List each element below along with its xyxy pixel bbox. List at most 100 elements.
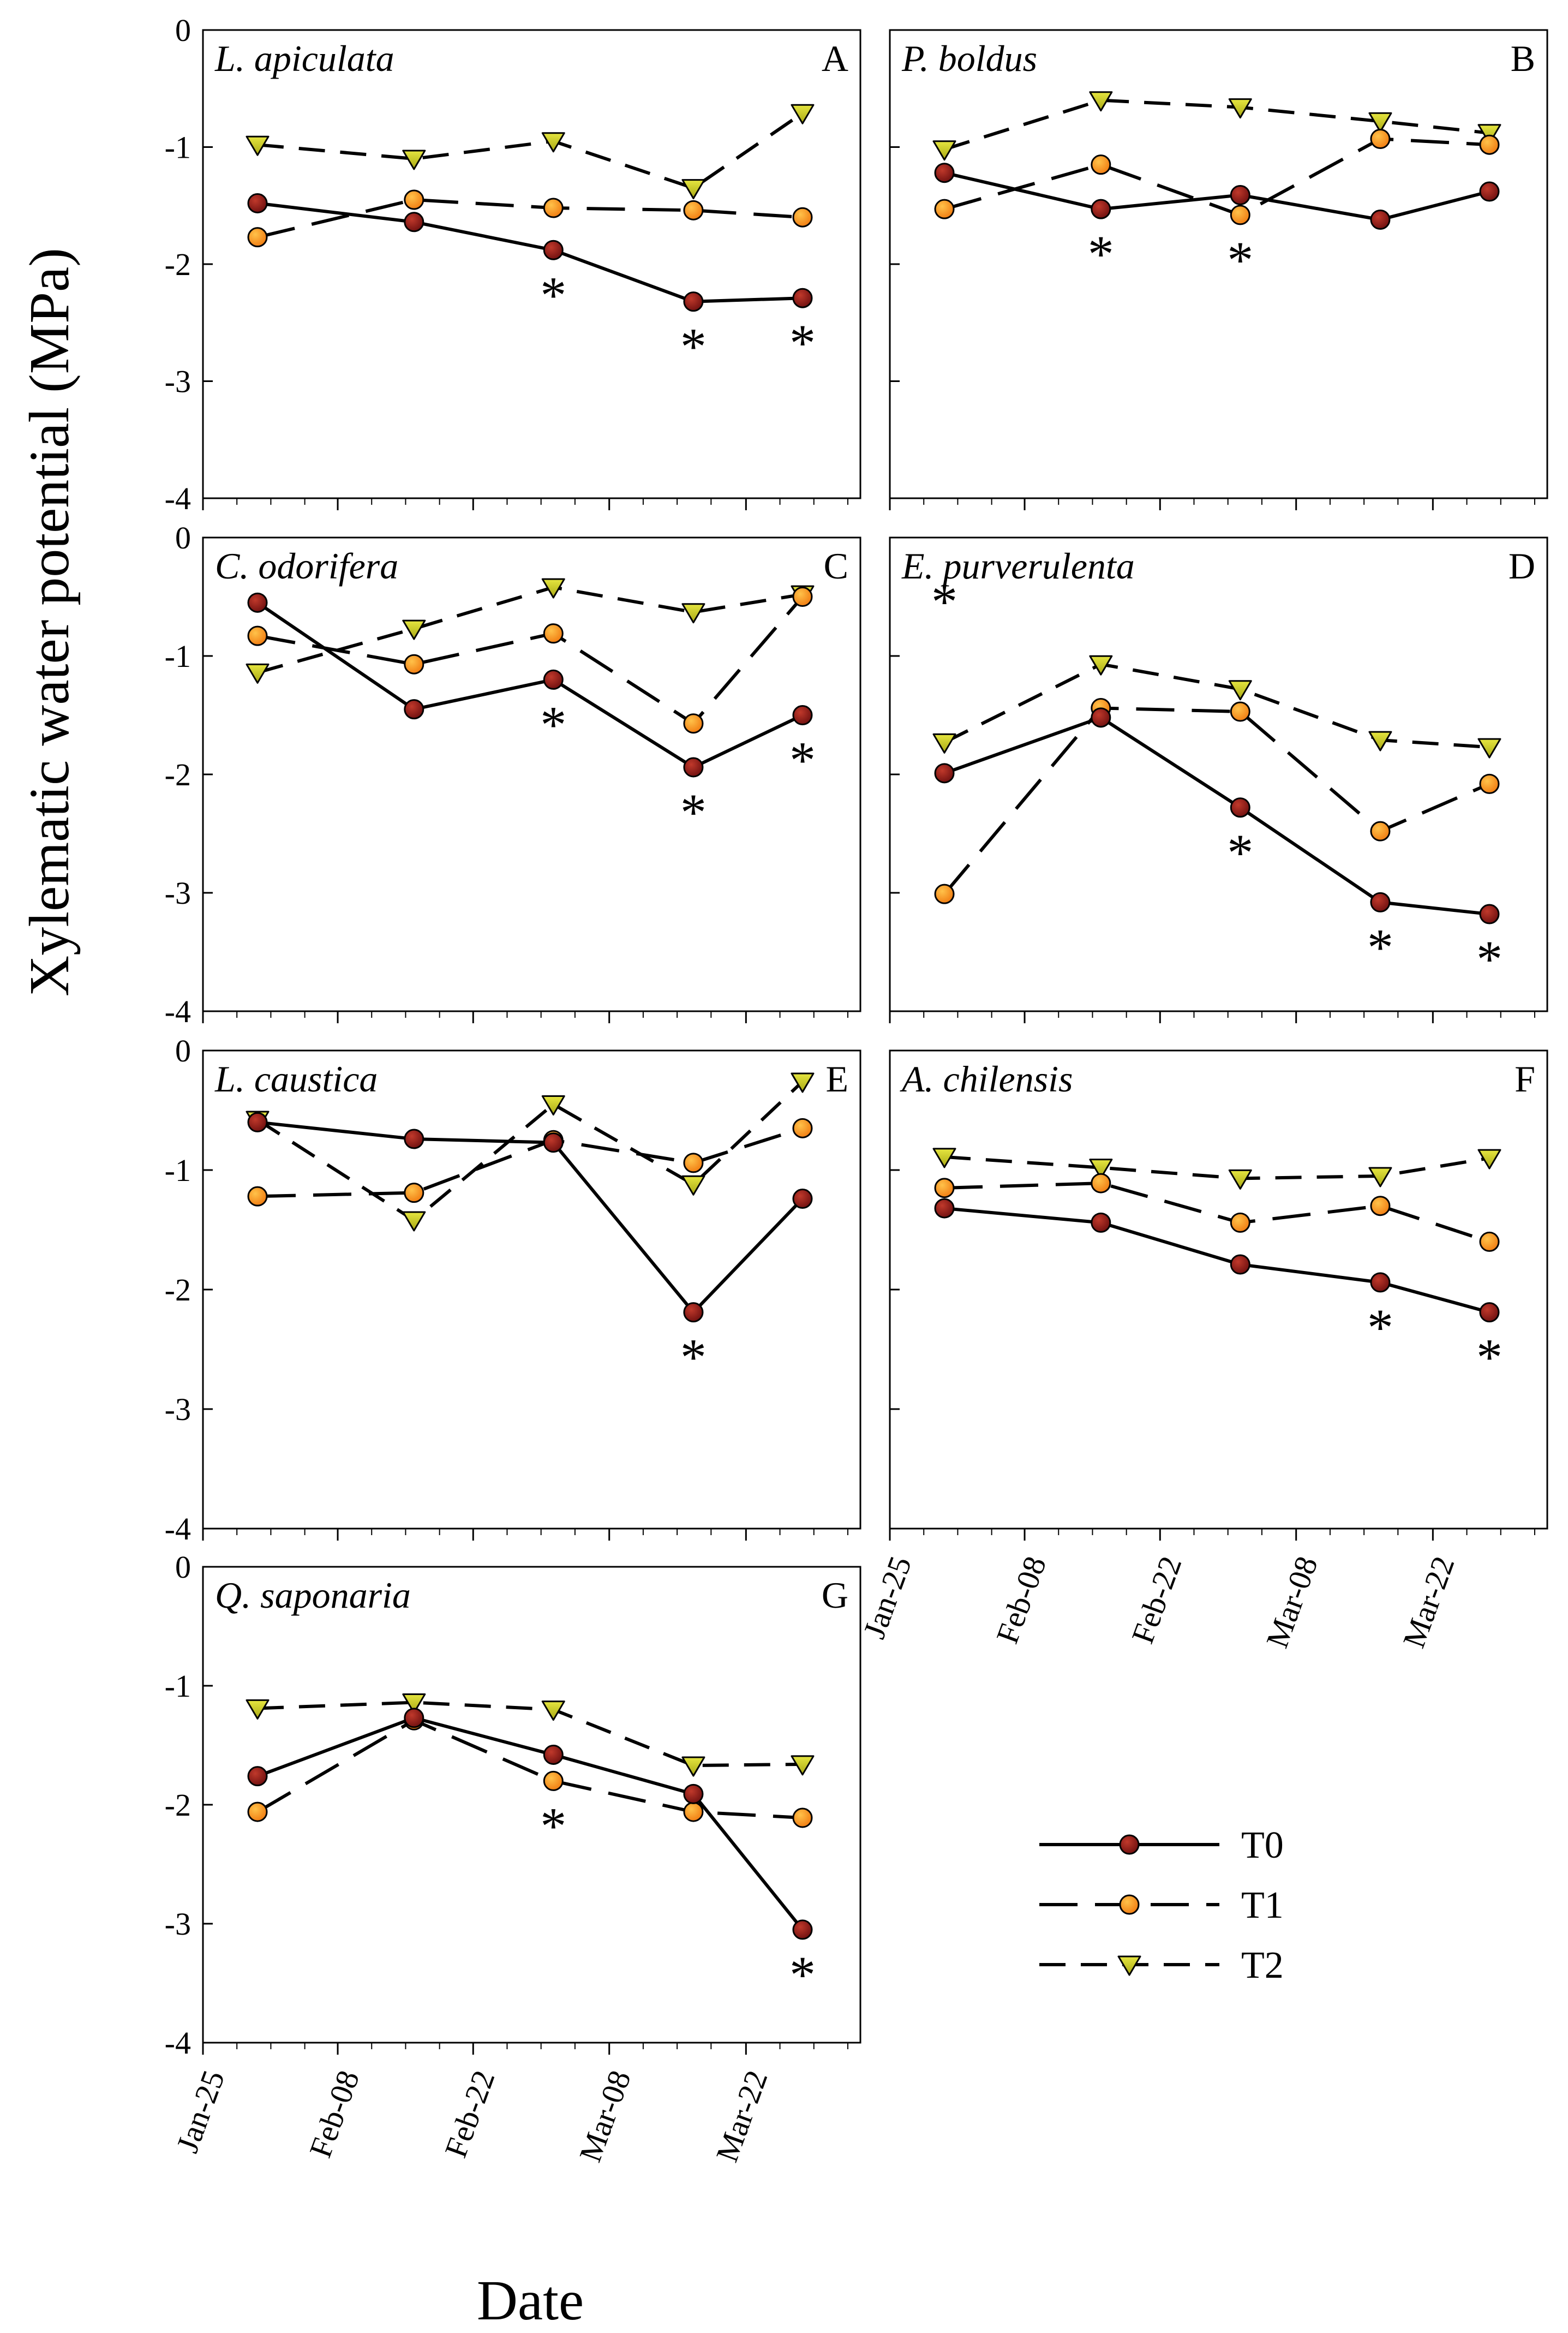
point-t2 bbox=[1089, 91, 1113, 112]
point-t2 bbox=[402, 1693, 426, 1714]
x-tick-label: Feb-22 bbox=[438, 2066, 501, 2162]
point-t2 bbox=[1228, 98, 1252, 119]
series-line-t1 bbox=[943, 706, 1491, 896]
point-t2 bbox=[791, 1755, 815, 1776]
legend-label: T2 bbox=[1241, 1944, 1284, 1986]
point-t0 bbox=[792, 288, 813, 308]
point-t0 bbox=[934, 163, 955, 183]
point-t2 bbox=[681, 1756, 705, 1777]
legend-item-t2: T2 bbox=[1039, 1944, 1284, 1986]
panel-letter: G bbox=[822, 1574, 848, 1616]
series-line-t1 bbox=[257, 1126, 803, 1198]
y-axis-title: Xylematic water potential (MPa) bbox=[18, 248, 81, 997]
point-t1 bbox=[1479, 1231, 1500, 1252]
legend: T0 T1 T2 bbox=[1039, 1824, 1284, 1986]
point-t1 bbox=[683, 1801, 704, 1822]
y-tick-label: -2 bbox=[165, 1272, 191, 1308]
series-line-t1 bbox=[944, 1182, 1490, 1244]
x-tick-label: Jan-25 bbox=[856, 1552, 918, 1643]
series-line-t1 bbox=[257, 198, 803, 239]
series-line-t0 bbox=[256, 1716, 804, 1931]
point-t1 bbox=[543, 1770, 564, 1791]
legend-item-t1: T1 bbox=[1039, 1884, 1284, 1926]
point-t2 bbox=[791, 104, 815, 124]
point-t1 bbox=[404, 1183, 424, 1203]
panel-b: P. boldus B * * bbox=[889, 29, 1548, 510]
legend-marker-t1 bbox=[1119, 1894, 1140, 1915]
point-t1 bbox=[1479, 773, 1500, 794]
legend-label: T1 bbox=[1241, 1884, 1284, 1926]
point-t1 bbox=[934, 1178, 955, 1198]
series-line-t2 bbox=[257, 1700, 803, 1768]
x-tick-label: Mar-08 bbox=[1259, 1552, 1325, 1652]
point-t1 bbox=[1091, 1173, 1111, 1194]
point-t0 bbox=[543, 669, 564, 690]
panel-d: E. purverulenta D * * * * bbox=[889, 536, 1548, 1023]
y-tick-label: -4 bbox=[165, 2025, 191, 2061]
panel-letter: C bbox=[824, 545, 848, 587]
y-tick-label: -2 bbox=[165, 247, 191, 282]
legend-marker-t0 bbox=[1119, 1834, 1140, 1855]
significance-marker: * bbox=[789, 1946, 816, 2004]
y-tick-label: -2 bbox=[165, 757, 191, 792]
x-tick-label: Feb-08 bbox=[989, 1552, 1053, 1648]
legend-marker-t2 bbox=[1117, 1955, 1141, 1976]
point-t2 bbox=[1368, 731, 1392, 751]
plot-frame bbox=[889, 536, 1548, 1012]
x-tick-label: Feb-22 bbox=[1124, 1552, 1188, 1648]
point-t2 bbox=[1477, 124, 1501, 145]
point-t0 bbox=[683, 1302, 704, 1323]
point-t0 bbox=[1230, 184, 1250, 205]
point-t2 bbox=[932, 140, 956, 161]
series-line-t0 bbox=[944, 715, 1490, 916]
y-tick-label: 0 bbox=[175, 13, 191, 48]
point-t2 bbox=[681, 179, 705, 200]
significance-marker: * bbox=[680, 1328, 707, 1387]
point-t2 bbox=[1477, 1149, 1501, 1170]
point-t1 bbox=[1091, 154, 1111, 175]
panel-letter: D bbox=[1509, 545, 1535, 587]
plot-frame bbox=[889, 1049, 1548, 1530]
panel-title: A. chilensis bbox=[900, 1058, 1073, 1100]
y-tick-label: -3 bbox=[165, 1392, 191, 1427]
point-t2 bbox=[541, 1095, 565, 1116]
plot-frame bbox=[202, 536, 861, 1012]
point-t0 bbox=[1230, 1254, 1250, 1275]
y-tick-label: 0 bbox=[175, 1033, 191, 1069]
point-t1 bbox=[792, 1807, 813, 1828]
point-t0 bbox=[1370, 892, 1391, 912]
point-t0 bbox=[543, 240, 564, 260]
panel-title: L. apiculata bbox=[214, 38, 394, 79]
point-t1 bbox=[1370, 128, 1391, 149]
significance-marker: * bbox=[1476, 1328, 1503, 1387]
series-line-t2 bbox=[257, 111, 804, 190]
point-t1 bbox=[792, 207, 813, 228]
point-t0 bbox=[792, 1189, 813, 1209]
plot-frame bbox=[202, 29, 861, 499]
x-tick-label: Jan-25 bbox=[169, 2066, 231, 2157]
y-tick-label: -1 bbox=[165, 1668, 191, 1704]
point-t1 bbox=[404, 189, 424, 210]
point-t0 bbox=[934, 763, 955, 784]
significance-marker: * bbox=[931, 572, 957, 631]
legend-item-t0: T0 bbox=[1039, 1824, 1284, 1866]
y-tick-label: 0 bbox=[175, 520, 191, 556]
significance-marker: * bbox=[1476, 930, 1503, 988]
series-line-t0 bbox=[257, 1120, 804, 1314]
point-t0 bbox=[934, 1198, 955, 1219]
plot-frame bbox=[202, 1566, 861, 2044]
point-t0 bbox=[1370, 1272, 1391, 1293]
point-t0 bbox=[404, 1129, 424, 1149]
significance-marker: * bbox=[680, 318, 707, 376]
point-t1 bbox=[1230, 701, 1250, 722]
point-t2 bbox=[681, 1175, 705, 1196]
point-t0 bbox=[683, 757, 704, 778]
significance-marker: * bbox=[540, 695, 566, 754]
significance-marker: * bbox=[540, 1797, 566, 1855]
point-t1 bbox=[792, 587, 813, 607]
point-t2 bbox=[1089, 655, 1113, 676]
point-t1 bbox=[683, 200, 704, 220]
point-t0 bbox=[404, 699, 424, 720]
point-t2 bbox=[1089, 1159, 1113, 1179]
x-tick-label: Mar-22 bbox=[1396, 1552, 1461, 1652]
